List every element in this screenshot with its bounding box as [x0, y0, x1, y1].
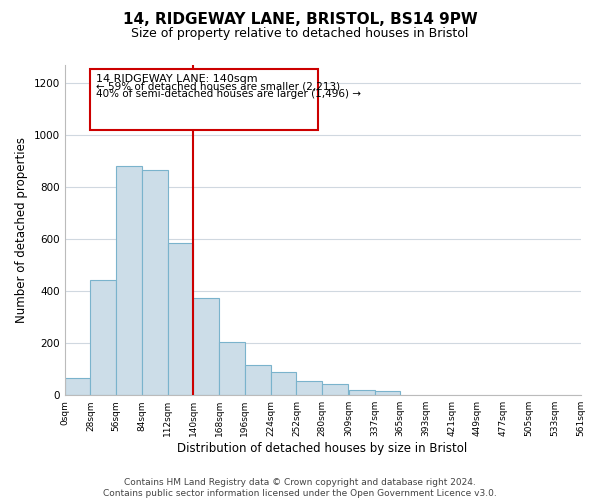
Bar — [91, 280, 116, 395]
FancyBboxPatch shape — [91, 69, 317, 130]
X-axis label: Distribution of detached houses by size in Bristol: Distribution of detached houses by size … — [178, 442, 468, 455]
Bar — [271, 372, 296, 395]
Text: Contains HM Land Registry data © Crown copyright and database right 2024.
Contai: Contains HM Land Registry data © Crown c… — [103, 478, 497, 498]
Bar — [245, 366, 271, 395]
Bar — [322, 384, 348, 395]
Text: 14, RIDGEWAY LANE, BRISTOL, BS14 9PW: 14, RIDGEWAY LANE, BRISTOL, BS14 9PW — [122, 12, 478, 28]
Bar — [349, 390, 374, 395]
Bar — [296, 381, 322, 395]
Text: ← 59% of detached houses are smaller (2,213): ← 59% of detached houses are smaller (2,… — [96, 82, 340, 92]
Bar — [65, 378, 91, 395]
Bar — [193, 298, 219, 395]
Bar — [142, 170, 167, 395]
Text: 14 RIDGEWAY LANE: 140sqm: 14 RIDGEWAY LANE: 140sqm — [96, 74, 257, 84]
Y-axis label: Number of detached properties: Number of detached properties — [15, 137, 28, 323]
Text: Size of property relative to detached houses in Bristol: Size of property relative to detached ho… — [131, 28, 469, 40]
Bar — [167, 243, 193, 395]
Bar — [219, 342, 245, 395]
Text: 40% of semi-detached houses are larger (1,496) →: 40% of semi-detached houses are larger (… — [96, 89, 361, 99]
Bar — [116, 166, 142, 395]
Bar — [374, 392, 400, 395]
